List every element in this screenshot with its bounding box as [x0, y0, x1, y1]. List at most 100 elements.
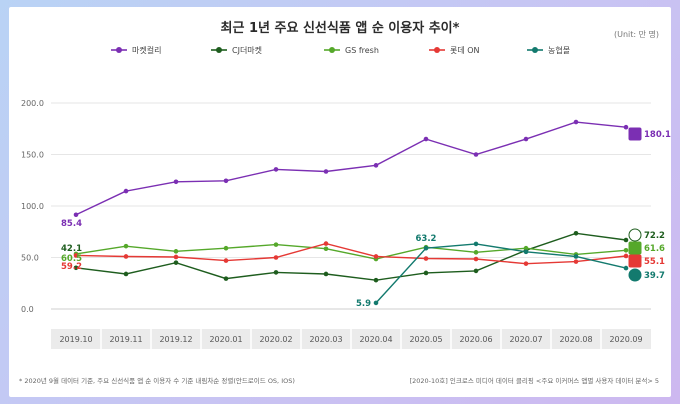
brand-badge	[628, 127, 642, 141]
data-point	[323, 271, 329, 277]
source-note: [2020-10호] 인크로스 미디어 데이터 클리핑 <주요 이커머스 앱별 …	[409, 377, 659, 385]
peak-value-label: 63.2	[416, 234, 437, 244]
data-point	[373, 300, 379, 306]
legend-swatch-dot	[329, 47, 335, 53]
series-line	[375, 243, 627, 304]
data-point	[623, 265, 629, 271]
legend-label: 롯데 ON	[450, 46, 480, 55]
x-tick-label: 2020.09	[609, 335, 642, 344]
data-point	[423, 136, 429, 142]
data-point	[473, 250, 479, 255]
unit-note: (Unit: 만 명)	[613, 30, 659, 39]
line-chart: 200.0 150.0 100.0 50.0 0.0 2019.10 2019.11 2019…	[21, 45, 671, 349]
data-point	[623, 247, 629, 253]
data-point	[573, 259, 579, 264]
legend-label: GS fresh	[345, 46, 379, 55]
series-line	[75, 121, 627, 216]
end-value-label: 61.6	[644, 244, 665, 254]
data-point	[173, 179, 179, 185]
series-line	[75, 243, 627, 260]
data-point	[73, 253, 79, 258]
data-point	[223, 178, 229, 184]
data-point	[523, 245, 529, 251]
data-point	[73, 212, 79, 218]
data-point	[173, 260, 179, 265]
end-value-label: 55.1	[644, 257, 665, 267]
data-point	[423, 270, 429, 276]
x-tick-label: 2019.10	[59, 335, 92, 344]
start-value-label: 5.9	[356, 299, 371, 309]
data-point	[323, 246, 329, 252]
legend-label: CJ더마켓	[232, 45, 262, 55]
data-point	[123, 254, 129, 259]
end-value-label: 72.2	[644, 231, 665, 241]
x-tick-label: 2020.07	[509, 335, 542, 344]
data-point	[273, 270, 279, 275]
brand-badge	[628, 268, 642, 282]
x-tick-label: 2020.04	[359, 335, 392, 344]
footnote: * 2020년 9월 데이터 기준, 주요 신선식품 앱 순 이용자 수 기준 …	[19, 377, 295, 385]
start-value-label: 42.1	[61, 244, 82, 254]
data-point	[273, 167, 279, 172]
x-tick-label: 2020.01	[209, 335, 242, 344]
y-tick-label: 100.0	[21, 202, 44, 211]
data-point	[623, 237, 629, 243]
x-tick-label: 2019.12	[159, 335, 192, 344]
data-point	[523, 249, 529, 255]
data-point	[523, 261, 529, 266]
start-value-label: 85.4	[61, 219, 82, 229]
legend-swatch-dot	[532, 47, 538, 53]
data-point	[173, 254, 179, 260]
data-point	[423, 256, 429, 261]
data-point	[223, 276, 229, 281]
chart-title: 최근 1년 주요 신선식품 앱 순 이용자 추이*	[220, 21, 460, 36]
y-tick-label: 150.0	[21, 151, 44, 160]
data-point	[473, 256, 479, 262]
data-point	[573, 254, 579, 259]
legend-swatch-dot	[116, 47, 122, 53]
chart-card: 최근 1년 주요 신선식품 앱 순 이용자 추이* (Unit: 만 명) 20…	[9, 7, 671, 397]
brand-badge	[628, 254, 642, 268]
x-tick-label: 2020.05	[409, 335, 442, 344]
y-tick-label: 50.0	[21, 254, 39, 263]
series-line	[75, 232, 627, 281]
x-tick-label: 2020.08	[559, 335, 592, 344]
data-point	[423, 245, 429, 251]
data-point	[273, 255, 279, 260]
data-point	[323, 169, 329, 174]
data-point	[473, 152, 479, 157]
x-tick-label: 2020.06	[459, 335, 492, 344]
legend-label: 농협몰	[548, 45, 570, 55]
data-point	[123, 188, 129, 194]
start-value-label: 60.5	[61, 254, 82, 264]
data-point	[173, 249, 179, 254]
end-value-label: 39.7	[644, 271, 665, 281]
brand-badge	[628, 241, 642, 255]
y-tick-label: 200.0	[21, 99, 44, 108]
legend-swatch-dot	[216, 47, 222, 53]
data-point	[623, 124, 629, 130]
data-point	[573, 230, 579, 236]
start-value-label: 59.2	[61, 262, 82, 272]
x-tick-label: 2020.02	[259, 335, 292, 344]
data-point	[73, 265, 79, 271]
y-tick-label: 0.0	[21, 305, 34, 314]
data-point	[123, 243, 129, 249]
data-point	[373, 254, 379, 259]
data-point	[473, 241, 479, 247]
data-point	[573, 119, 579, 125]
data-point	[623, 253, 629, 259]
data-point	[223, 245, 229, 251]
brand-badge	[628, 228, 642, 242]
x-tick-label: 2019.11	[109, 335, 142, 344]
data-point	[223, 258, 229, 263]
x-tick-label: 2020.03	[309, 335, 342, 344]
data-point	[273, 242, 279, 247]
series-line	[75, 242, 627, 265]
legend-label: 마켓컬리	[132, 45, 161, 55]
end-value-label: 180.1	[644, 130, 671, 140]
data-point	[473, 268, 479, 274]
data-point	[323, 241, 329, 246]
data-point	[373, 163, 379, 168]
data-point	[373, 277, 379, 283]
